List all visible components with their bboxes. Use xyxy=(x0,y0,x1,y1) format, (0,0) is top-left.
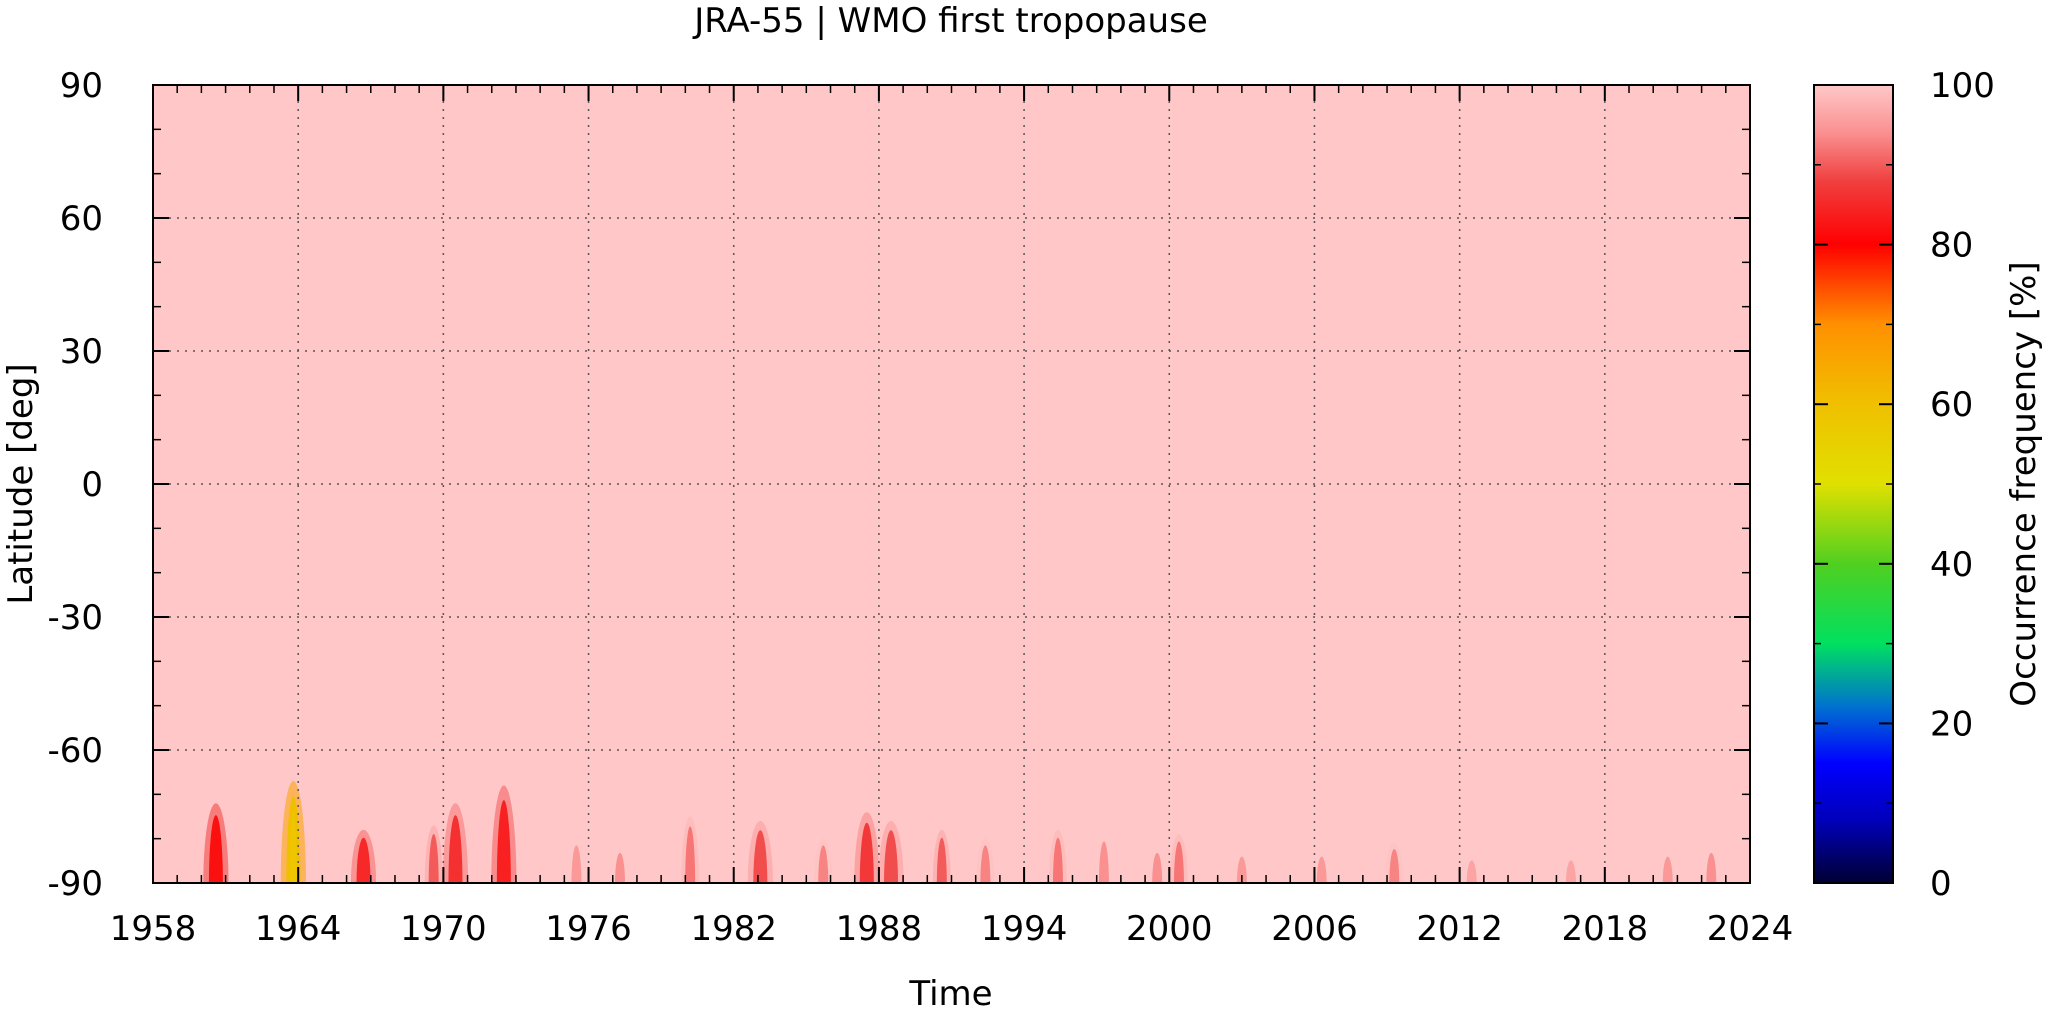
anomaly-17 xyxy=(1152,852,1163,883)
x-tick-label: 2006 xyxy=(1271,909,1358,949)
y-axis-label: Latitude [deg] xyxy=(1,363,41,604)
anomaly-9 xyxy=(753,830,768,883)
anomaly-0 xyxy=(208,815,223,883)
anomaly-5 xyxy=(496,800,511,883)
x-tick-label: 1964 xyxy=(255,909,342,949)
x-tick-label: 1970 xyxy=(400,909,487,949)
plot-frame xyxy=(152,84,1751,884)
colorbar-tick-label: 100 xyxy=(1930,66,1995,106)
anomaly-8 xyxy=(685,826,696,883)
x-tick-label: 2018 xyxy=(1562,909,1649,949)
heatmap-anomalies xyxy=(203,781,1721,883)
anomaly-21 xyxy=(1389,849,1400,883)
y-tick-label: 90 xyxy=(60,66,103,106)
x-tick-label: 1976 xyxy=(545,909,632,949)
colorbar xyxy=(1813,84,1894,884)
anomaly-2 xyxy=(356,837,371,883)
anomaly-core-1 xyxy=(290,811,297,883)
y-tick-label: 0 xyxy=(81,465,103,505)
x-tick-label: 1958 xyxy=(110,909,197,949)
y-tick-label: -30 xyxy=(47,598,103,638)
y-tick-label: -60 xyxy=(47,731,103,771)
x-tick-label: 2000 xyxy=(1126,909,1213,949)
anomaly-22 xyxy=(1466,860,1477,883)
anomaly-15 xyxy=(1052,837,1063,883)
x-tick-label: 2012 xyxy=(1416,909,1503,949)
colorbar-tick-labels: 0 20 40 60 80 100 xyxy=(1930,66,1995,904)
colorbar-tick-label: 40 xyxy=(1930,545,1973,585)
colorbar-label: Occurrence frequency [%] xyxy=(2004,261,2044,706)
grid-lines xyxy=(153,85,1750,883)
chart-title: JRA-55 | WMO first tropopause xyxy=(692,1,1208,41)
anomaly-12 xyxy=(884,830,899,883)
y-tick-label: 60 xyxy=(60,199,103,239)
anomaly-20 xyxy=(1316,856,1327,883)
anomaly-4 xyxy=(448,815,463,883)
x-tick-labels: 1958 1964 1970 1976 1982 1988 1994 2000 2006 2012… xyxy=(110,909,1794,949)
anomaly-6 xyxy=(571,845,582,883)
anomaly-11 xyxy=(859,822,874,883)
anomaly-7 xyxy=(615,852,626,883)
colorbar-ticks xyxy=(1814,84,1893,884)
anomaly-13 xyxy=(936,837,947,883)
anomaly-3 xyxy=(428,834,439,883)
x-axis-label: Time xyxy=(908,974,992,1012)
axis-ticks xyxy=(152,84,1751,884)
x-tick-label: 2024 xyxy=(1707,909,1794,949)
x-tick-label: 1982 xyxy=(690,909,777,949)
anomaly-19 xyxy=(1236,856,1247,883)
y-tick-labels: 90 60 30 0 -30 -60 -90 xyxy=(47,66,103,904)
colorbar-tick-label: 80 xyxy=(1930,226,1973,266)
colorbar-tick-label: 0 xyxy=(1930,864,1952,904)
anomaly-14 xyxy=(980,845,991,883)
anomaly-10 xyxy=(818,845,829,883)
anomaly-24 xyxy=(1662,856,1673,883)
anomaly-25 xyxy=(1706,852,1717,883)
y-tick-label: 30 xyxy=(60,332,103,372)
heatmap-background xyxy=(153,85,1750,883)
x-tick-label: 1988 xyxy=(836,909,923,949)
colorbar-tick-label: 60 xyxy=(1930,385,1973,425)
anomaly-18 xyxy=(1173,841,1184,883)
colorbar-tick-label: 20 xyxy=(1930,704,1973,744)
x-tick-label: 1994 xyxy=(981,909,1068,949)
anomaly-16 xyxy=(1098,841,1109,883)
y-tick-label: -90 xyxy=(47,864,103,904)
anomaly-23 xyxy=(1565,860,1576,883)
